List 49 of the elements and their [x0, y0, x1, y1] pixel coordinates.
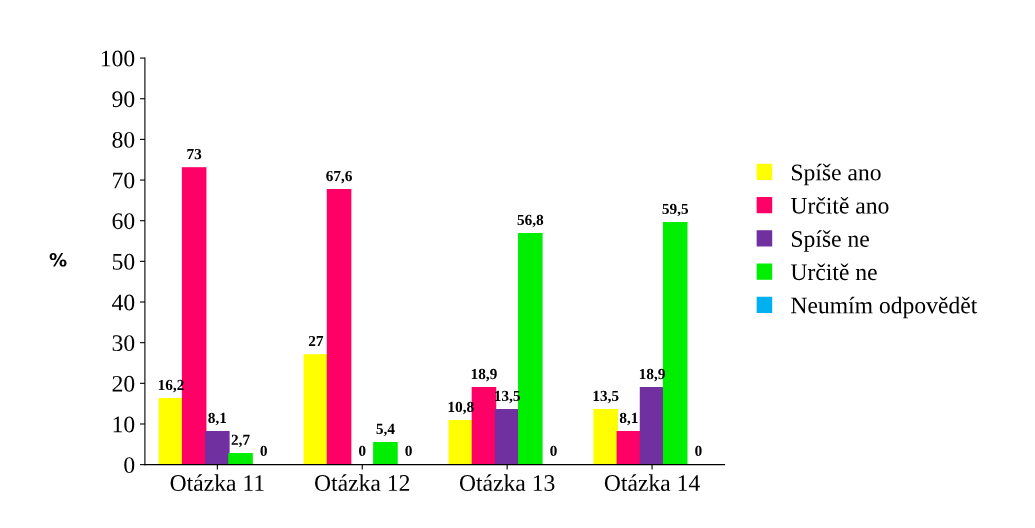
data-label: 0 [550, 445, 557, 456]
x-tick-label: Otázka 13 [459, 474, 555, 491]
y-tick-label: 70 [113, 172, 135, 189]
data-label: 5,4 [376, 423, 395, 437]
y-tick-label: 80 [112, 131, 135, 148]
x-tick-label: Otázka 11 [170, 474, 264, 491]
data-label: 59,5 [662, 203, 689, 217]
x-tick-label: Otázka 14 [604, 474, 700, 491]
y-tick-label: 50 [112, 253, 135, 270]
bar [518, 233, 543, 465]
data-label: 27 [308, 335, 324, 347]
bar [158, 398, 184, 465]
legend-label: Neumím odpovědět [791, 296, 978, 319]
data-label: 2,7 [231, 434, 250, 448]
data-label: 0 [260, 445, 267, 456]
bar [228, 452, 253, 465]
legend-label: Určitě ne [790, 263, 877, 281]
data-label: 0 [359, 445, 366, 456]
data-label: 56,8 [517, 214, 544, 228]
y-tick-label: 90 [112, 91, 135, 108]
x-tick-label: Otázka 12 [315, 474, 410, 491]
y-tick-label: 0 [124, 457, 135, 474]
bar [373, 441, 398, 465]
bar [494, 409, 520, 465]
data-label: 18,9 [471, 368, 497, 382]
y-tick-label: 20 [112, 375, 135, 392]
bar [326, 189, 352, 465]
bar [639, 387, 665, 465]
y-axis-title: % [49, 252, 67, 267]
data-label: 67,6 [326, 170, 352, 184]
data-label: 8,1 [208, 412, 227, 426]
y-tick-label: 10 [113, 416, 135, 433]
y-tick-label: 100 [101, 50, 135, 67]
bar [205, 431, 230, 465]
legend-label: Spíše ne [791, 230, 869, 252]
data-label: 0 [695, 445, 702, 456]
y-tick-label: 60 [112, 213, 135, 230]
bar [448, 420, 474, 465]
bar [616, 431, 642, 465]
data-label: 0 [405, 445, 412, 456]
data-label: 8,1 [619, 412, 638, 426]
data-label: 13,5 [593, 390, 619, 404]
legend-label: Určitě ano [790, 197, 889, 214]
data-label: 73 [187, 148, 202, 160]
y-tick-label: 40 [112, 294, 135, 311]
bar [593, 409, 618, 465]
bar [303, 354, 329, 465]
legend-label: Spíše ano [791, 163, 881, 186]
y-tick-label: 30 [112, 335, 135, 352]
